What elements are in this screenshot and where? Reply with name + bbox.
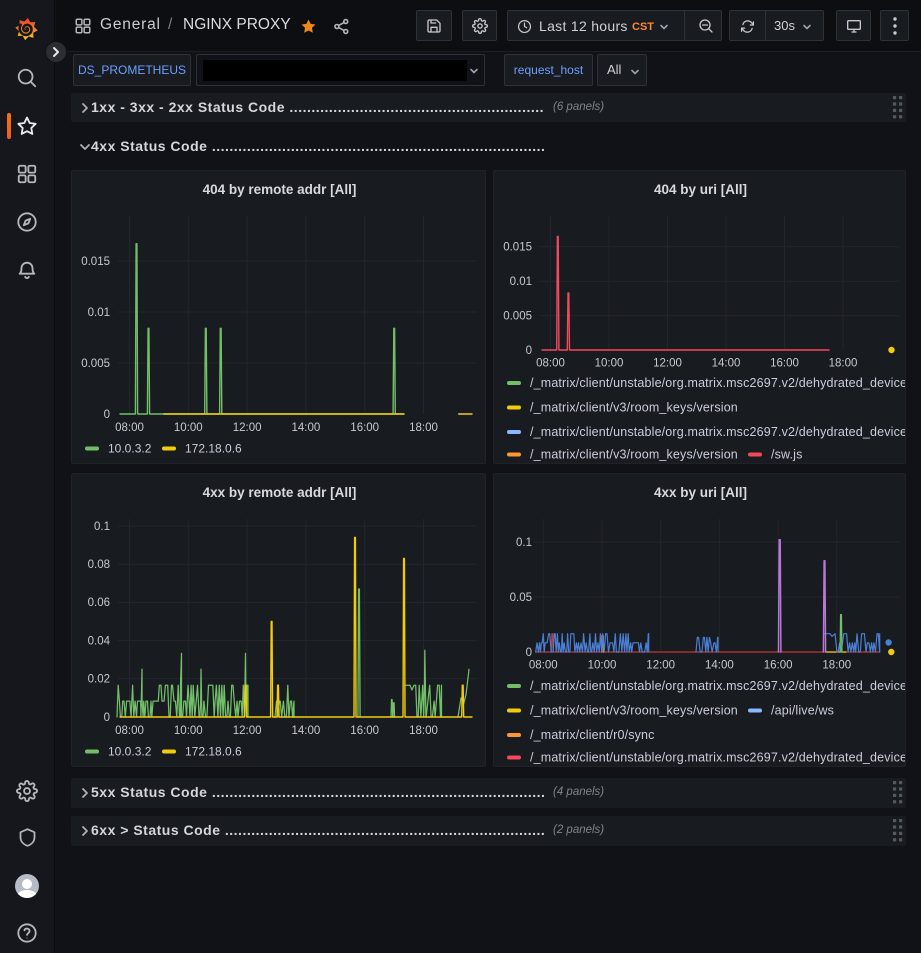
svg-text:/_matrix/client/v3/room_keys/v: /_matrix/client/v3/room_keys/version <box>530 401 738 415</box>
svg-text:0.005: 0.005 <box>503 310 532 322</box>
svg-text:10:00: 10:00 <box>595 358 624 370</box>
svg-text:404 by remote addr [All]: 404 by remote addr [All] <box>203 182 357 197</box>
svg-text:172.18.0.6: 172.18.0.6 <box>185 442 242 456</box>
svg-text:18:00: 18:00 <box>822 660 851 672</box>
svg-text:10.0.3.2: 10.0.3.2 <box>108 442 152 456</box>
svg-text:12:00: 12:00 <box>653 358 682 370</box>
svg-text:4xx by remote addr [All]: 4xx by remote addr [All] <box>203 485 357 500</box>
svg-text:16:00: 16:00 <box>350 725 379 737</box>
svg-text:08:00: 08:00 <box>536 358 565 370</box>
svg-text:14:00: 14:00 <box>705 660 734 672</box>
svg-text:/sw.js: /sw.js <box>771 448 803 462</box>
svg-text:16:00: 16:00 <box>350 422 379 434</box>
svg-text:14:00: 14:00 <box>292 422 321 434</box>
svg-text:0.1: 0.1 <box>94 521 110 533</box>
svg-text:14:00: 14:00 <box>292 725 321 737</box>
svg-text:/_matrix/client/r0/sync: /_matrix/client/r0/sync <box>530 728 655 742</box>
svg-text:/api/live/ws: /api/live/ws <box>771 704 834 718</box>
svg-text:4xx by uri [All]: 4xx by uri [All] <box>654 485 747 500</box>
svg-text:0: 0 <box>104 409 110 421</box>
svg-text:/_matrix/client/unstable/org.m: /_matrix/client/unstable/org.matrix.msc2… <box>530 751 906 765</box>
svg-text:08:00: 08:00 <box>115 422 144 434</box>
svg-text:/_matrix/client/unstable/org.m: /_matrix/client/unstable/org.matrix.msc2… <box>530 679 906 693</box>
svg-text:0.06: 0.06 <box>88 597 110 609</box>
svg-text:18:00: 18:00 <box>409 422 438 434</box>
svg-text:0.015: 0.015 <box>81 256 110 268</box>
svg-text:0.005: 0.005 <box>81 358 110 370</box>
svg-text:08:00: 08:00 <box>529 660 558 672</box>
svg-text:0.01: 0.01 <box>510 276 532 288</box>
svg-text:12:00: 12:00 <box>233 725 262 737</box>
svg-text:10:00: 10:00 <box>588 660 617 672</box>
svg-text:10.0.3.2: 10.0.3.2 <box>108 745 152 759</box>
svg-text:14:00: 14:00 <box>712 358 741 370</box>
svg-text:0.05: 0.05 <box>510 592 532 604</box>
svg-text:16:00: 16:00 <box>764 660 793 672</box>
svg-text:0.01: 0.01 <box>88 307 110 319</box>
svg-text:172.18.0.6: 172.18.0.6 <box>185 745 242 759</box>
svg-text:12:00: 12:00 <box>646 660 675 672</box>
svg-text:10:00: 10:00 <box>174 725 203 737</box>
svg-text:0: 0 <box>104 712 110 724</box>
svg-text:0.015: 0.015 <box>503 242 532 254</box>
svg-text:/_matrix/client/unstable/org.m: /_matrix/client/unstable/org.matrix.msc2… <box>530 376 906 390</box>
svg-text:0.1: 0.1 <box>516 537 532 549</box>
svg-text:0.08: 0.08 <box>88 559 110 571</box>
svg-text:08:00: 08:00 <box>115 725 144 737</box>
svg-text:0: 0 <box>526 647 532 659</box>
svg-text:0: 0 <box>526 345 532 357</box>
svg-text:0.02: 0.02 <box>88 674 110 686</box>
svg-text:12:00: 12:00 <box>233 422 262 434</box>
svg-text:18:00: 18:00 <box>409 725 438 737</box>
svg-text:404 by uri [All]: 404 by uri [All] <box>654 182 747 197</box>
svg-text:16:00: 16:00 <box>770 358 799 370</box>
svg-text:/_matrix/client/unstable/org.m: /_matrix/client/unstable/org.matrix.msc2… <box>530 425 906 439</box>
svg-text:10:00: 10:00 <box>174 422 203 434</box>
svg-text:18:00: 18:00 <box>829 358 858 370</box>
svg-text:/_matrix/client/v3/room_keys/v: /_matrix/client/v3/room_keys/version <box>530 448 738 462</box>
svg-text:/_matrix/client/v3/room_keys/v: /_matrix/client/v3/room_keys/version <box>530 704 738 718</box>
svg-text:0.04: 0.04 <box>88 635 111 647</box>
